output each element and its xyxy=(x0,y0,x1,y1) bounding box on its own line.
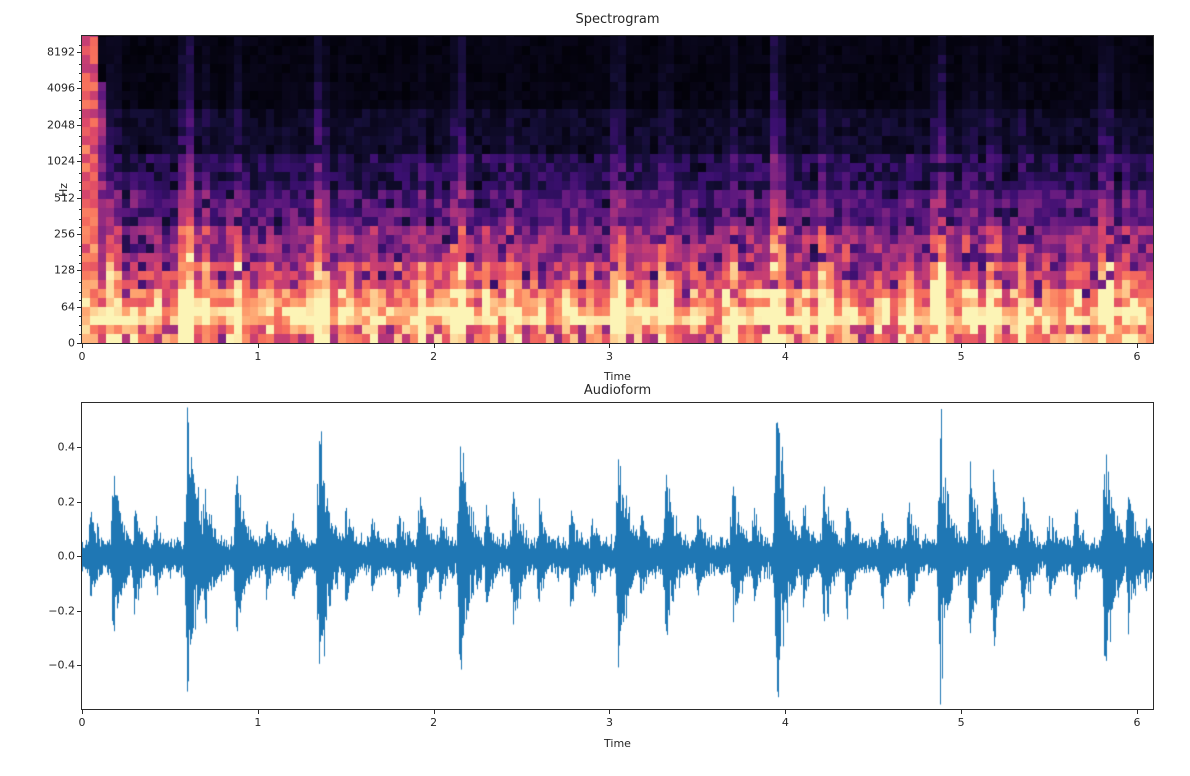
audioform-x-tick-mark xyxy=(1136,710,1138,714)
spectrogram-y-minor-tick-mark xyxy=(79,263,81,265)
spectrogram-y-tick-mark xyxy=(77,197,81,199)
spectrogram-y-tick-label: 64 xyxy=(61,300,75,314)
audioform-x-tick-label: 6 xyxy=(1133,716,1141,729)
spectrogram-x-tick-mark xyxy=(961,344,963,348)
audioform-title: Audioform xyxy=(583,383,652,398)
audioform-y-tick-label: 0.0 xyxy=(57,549,76,563)
spectrogram-y-minor-tick-mark xyxy=(79,190,81,192)
audioform-x-tick-mark xyxy=(257,710,259,714)
spectrogram-y-tick-mark xyxy=(77,343,81,344)
audioform-x-axis-label: Time xyxy=(604,737,631,750)
spectrogram-y-tick-mark xyxy=(77,233,81,235)
spectrogram-heatmap xyxy=(82,36,1153,343)
spectrogram-y-tick-label: 256 xyxy=(54,227,75,241)
spectrogram-y-minor-tick-mark xyxy=(79,299,81,301)
audioform-y-tick-mark xyxy=(77,501,81,503)
spectrogram-y-minor-tick-mark xyxy=(79,281,81,283)
audioform-x-tick-label: 3 xyxy=(605,716,613,729)
spectrogram-y-minor-tick-mark xyxy=(79,245,81,247)
spectrogram-y-minor-tick-mark xyxy=(79,209,81,211)
spectrogram-y-minor-tick-mark xyxy=(79,146,81,148)
audioform-waveform xyxy=(82,403,1153,709)
spectrogram-y-tick-label: 2048 xyxy=(47,118,75,132)
spectrogram-y-minor-tick-mark xyxy=(79,63,81,65)
spectrogram-y-minor-tick-mark xyxy=(79,315,81,317)
spectrogram-x-tick-mark xyxy=(257,344,259,348)
spectrogram-y-tick-mark xyxy=(77,88,81,90)
spectrogram-y-minor-tick-mark xyxy=(79,136,81,138)
spectrogram-x-tick-mark xyxy=(609,344,611,348)
spectrogram-x-tick-label: 3 xyxy=(605,350,613,363)
spectrogram-x-tick-mark xyxy=(433,344,435,348)
spectrogram-x-tick-mark xyxy=(1136,344,1138,348)
spectrogram-x-tick-label: 2 xyxy=(430,350,438,363)
spectrogram-y-tick-label: 512 xyxy=(54,191,75,204)
spectrogram-y-minor-tick-mark xyxy=(79,333,81,335)
spectrogram-y-tick-mark xyxy=(77,270,81,272)
spectrogram-x-tick-label: 4 xyxy=(781,350,789,363)
spectrogram-y-minor-tick-mark xyxy=(79,100,81,102)
spectrogram-y-minor-tick-mark xyxy=(79,172,81,174)
audioform-y-tick-mark xyxy=(77,665,81,666)
audioform-plot-area xyxy=(81,402,1154,710)
spectrogram-y-tick-label: 4096 xyxy=(47,81,75,95)
audioform-y-tick-label: 0.2 xyxy=(57,495,76,508)
spectrogram-y-tick-label: 1024 xyxy=(47,154,75,168)
spectrogram-y-tick-mark xyxy=(77,52,81,53)
spectrogram-y-minor-tick-mark xyxy=(79,44,81,46)
spectrogram-y-minor-tick-mark xyxy=(79,291,81,293)
spectrogram-y-minor-tick-mark xyxy=(79,255,81,257)
audioform-x-tick-label: 5 xyxy=(957,716,965,729)
spectrogram-y-minor-tick-mark xyxy=(79,154,81,156)
spectrogram-x-tick-label: 5 xyxy=(957,350,965,363)
audioform-y-tick-label: −0.4 xyxy=(48,658,75,672)
spectrogram-y-tick-label: 128 xyxy=(54,263,75,277)
audioform-x-tick-label: 1 xyxy=(254,716,262,729)
spectrogram-x-axis-label: Time xyxy=(604,370,631,383)
spectrogram-y-minor-tick-mark xyxy=(79,117,81,119)
spectrogram-y-minor-tick-mark xyxy=(79,81,81,83)
audioform-x-tick-mark xyxy=(961,710,963,714)
spectrogram-y-tick-mark xyxy=(77,161,81,163)
audioform-x-tick-label: 0 xyxy=(78,716,86,729)
spectrogram-y-tick-mark xyxy=(77,124,81,126)
audioform-y-tick-label: 0.4 xyxy=(57,440,76,454)
spectrogram-y-minor-tick-mark xyxy=(79,109,81,111)
audioform-x-tick-mark xyxy=(433,710,435,714)
spectrogram-y-minor-tick-mark xyxy=(79,182,81,184)
spectrogram-y-tick-mark xyxy=(77,306,81,308)
spectrogram-y-minor-tick-mark xyxy=(79,226,81,228)
spectrogram-title: Spectrogram xyxy=(575,12,660,27)
audioform-x-tick-mark xyxy=(82,710,83,714)
spectrogram-x-tick-mark xyxy=(82,344,83,348)
spectrogram-y-tick-label: 8192 xyxy=(47,45,75,59)
audioform-x-tick-label: 2 xyxy=(430,716,438,729)
spectrogram-y-minor-tick-mark xyxy=(79,73,81,75)
audioform-x-tick-mark xyxy=(609,710,611,714)
spectrogram-y-minor-tick-mark xyxy=(79,324,81,326)
spectrogram-x-tick-label: 6 xyxy=(1133,350,1141,363)
spectrogram-plot-area xyxy=(81,35,1154,344)
spectrogram-y-minor-tick-mark xyxy=(79,218,81,220)
audioform-y-tick-mark xyxy=(77,556,81,557)
audioform-x-tick-label: 4 xyxy=(781,716,789,729)
spectrogram-y-tick-label: 0 xyxy=(68,336,75,350)
audioform-y-tick-mark xyxy=(77,447,81,448)
spectrogram-x-tick-label: 0 xyxy=(78,350,86,363)
spectrogram-x-tick-mark xyxy=(785,344,787,348)
spectrogram-x-tick-label: 1 xyxy=(254,350,262,363)
audioform-y-tick-label: −0.2 xyxy=(48,604,75,617)
audioform-x-tick-mark xyxy=(785,710,787,714)
audioform-y-tick-mark xyxy=(77,610,81,612)
